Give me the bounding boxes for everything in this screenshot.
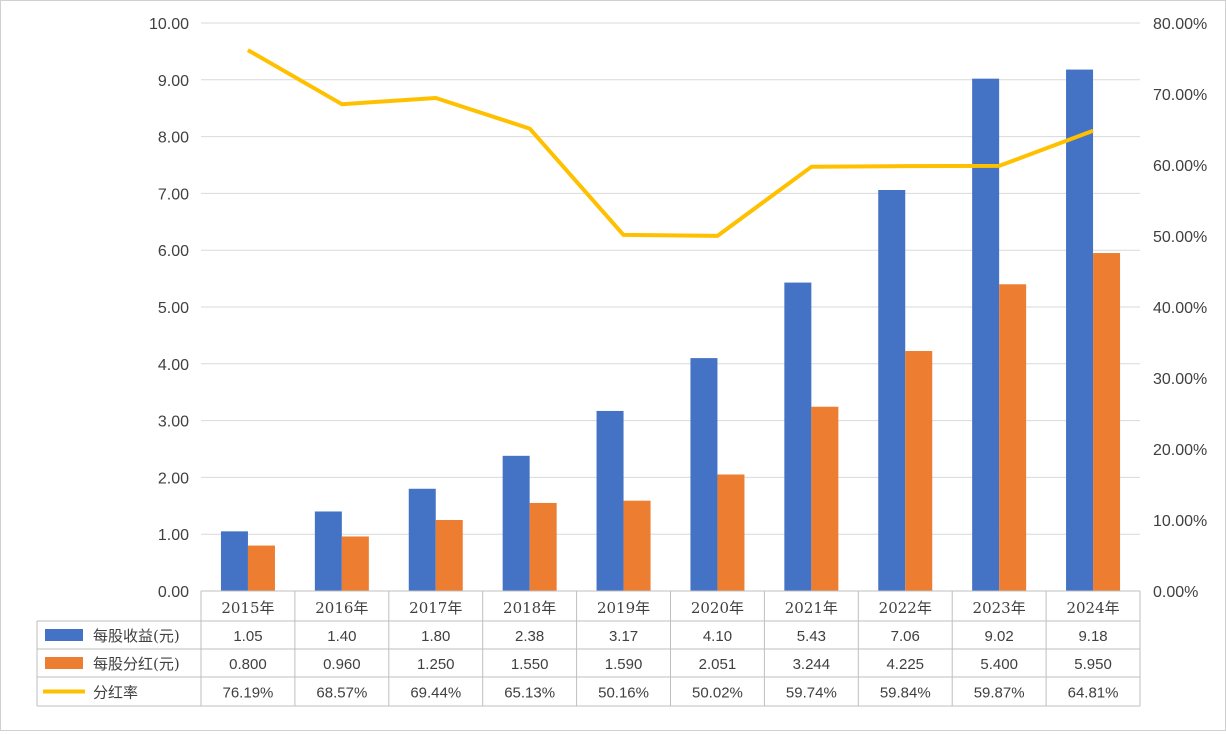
eps-bar [690, 358, 718, 591]
right-tick-label: 0.00% [1153, 584, 1198, 601]
left-tick-label: 1.00 [158, 527, 189, 544]
table-cell-value: 1.05 [233, 628, 262, 645]
right-tick-label: 20.00% [1153, 442, 1207, 459]
table-cell-value: 7.06 [891, 628, 920, 645]
payout-ratio-line [246, 48, 1094, 238]
table-cell-value: 1.550 [511, 656, 549, 673]
series-name-label: 每股收益(元) [93, 627, 180, 645]
category-label: 2024年 [1066, 599, 1119, 617]
dividend-bar [529, 502, 557, 591]
table-cell-value: 50.02% [692, 685, 743, 702]
dividend-bar [905, 351, 933, 591]
bars [220, 69, 1121, 592]
eps-bar [220, 531, 248, 591]
left-tick-label: 8.00 [158, 130, 189, 147]
category-label: 2016年 [315, 599, 368, 617]
eps-bar [1066, 69, 1094, 592]
table-cell-value: 9.18 [1078, 628, 1107, 645]
table-cell-value: 69.44% [410, 685, 461, 702]
right-tick-label: 70.00% [1153, 87, 1207, 104]
right-axis-ticks: 0.00% 10.00% 20.00% 30.00% 40.00% 50.00% 60.00… [1153, 16, 1207, 601]
category-label: 2021年 [785, 599, 838, 617]
category-label: 2015年 [221, 599, 274, 617]
table-cell-value: 68.57% [316, 685, 367, 702]
eps-bar [408, 488, 436, 591]
series-name-label: 每股分红(元) [93, 655, 180, 673]
category-label: 2019年 [597, 599, 650, 617]
left-tick-label: 4.00 [158, 357, 189, 374]
eps-bar [972, 78, 1000, 591]
dividend-bar [247, 545, 275, 591]
table-cell-value: 3.244 [793, 656, 831, 673]
dividend-bar [435, 520, 463, 591]
table-cell-value: 59.74% [786, 685, 837, 702]
legend-key-swatch [45, 657, 83, 669]
payout-ratio-series-line [246, 48, 1094, 238]
table-cell-value: 4.225 [886, 656, 924, 673]
right-tick-label: 10.00% [1153, 513, 1207, 530]
left-tick-label: 5.00 [158, 300, 189, 317]
table-cell-value: 1.40 [327, 628, 356, 645]
table-cell-value: 59.84% [880, 685, 931, 702]
left-tick-label: 10.00 [149, 16, 189, 33]
right-tick-label: 40.00% [1153, 300, 1207, 317]
dividend-bar [811, 406, 839, 591]
left-axis-ticks: 0.00 1.00 2.00 3.00 4.00 5.00 6.00 7.00 8.00 9.00… [149, 16, 189, 601]
table-cell-value: 2.38 [515, 628, 544, 645]
gridlines [201, 22, 1140, 535]
table-cell-value: 3.17 [609, 628, 638, 645]
eps-bar [314, 511, 342, 591]
eps-bar [784, 282, 812, 591]
table-cell-value: 5.950 [1074, 656, 1112, 673]
left-tick-label: 6.00 [158, 243, 189, 260]
dividend-bar [999, 284, 1027, 591]
dividend-bar [341, 536, 369, 591]
eps-bar [596, 410, 624, 591]
table-cell-value: 76.19% [223, 685, 274, 702]
table-cell-value: 5.400 [980, 656, 1018, 673]
category-label: 2017年 [409, 599, 462, 617]
left-tick-label: 3.00 [158, 414, 189, 431]
dividend-bar [1093, 253, 1121, 592]
table-cell-value: 1.250 [417, 656, 455, 673]
table-cell-value: 5.43 [797, 628, 826, 645]
table-cell-value: 59.87% [974, 685, 1025, 702]
series-name-label: 分红率 [93, 684, 138, 702]
category-label: 2023年 [973, 599, 1026, 617]
table-cell-value: 64.81% [1068, 685, 1119, 702]
table-cell-value: 0.960 [323, 656, 361, 673]
data-table: 2015年 2016年 2017年 2018年 2019年 2020年 2021年 2022年… [36, 590, 1141, 707]
right-tick-label: 80.00% [1153, 16, 1207, 33]
left-tick-label: 7.00 [158, 186, 189, 203]
legend-key-swatch [45, 629, 83, 641]
left-tick-label: 0.00 [158, 584, 189, 601]
table-cell-value: 2.051 [699, 656, 737, 673]
table-cell-value: 1.80 [421, 628, 450, 645]
right-tick-label: 60.00% [1153, 158, 1207, 175]
right-tick-label: 30.00% [1153, 371, 1207, 388]
category-label: 2022年 [879, 599, 932, 617]
table-cell-value: 9.02 [985, 628, 1014, 645]
eps-bar [878, 189, 906, 591]
left-tick-label: 9.00 [158, 73, 189, 90]
left-tick-label: 2.00 [158, 470, 189, 487]
table-cell-value: 65.13% [504, 685, 555, 702]
table-cell-value: 0.800 [229, 656, 267, 673]
category-label: 2018年 [503, 599, 556, 617]
eps-bar [502, 455, 530, 591]
dividend-bar [717, 474, 745, 591]
category-label: 2020年 [691, 599, 744, 617]
right-tick-label: 50.00% [1153, 229, 1207, 246]
table-cell-value: 1.590 [605, 656, 643, 673]
table-cell-value: 50.16% [598, 685, 649, 702]
table-cell-value: 4.10 [703, 628, 732, 645]
dividend-bar [623, 500, 651, 591]
